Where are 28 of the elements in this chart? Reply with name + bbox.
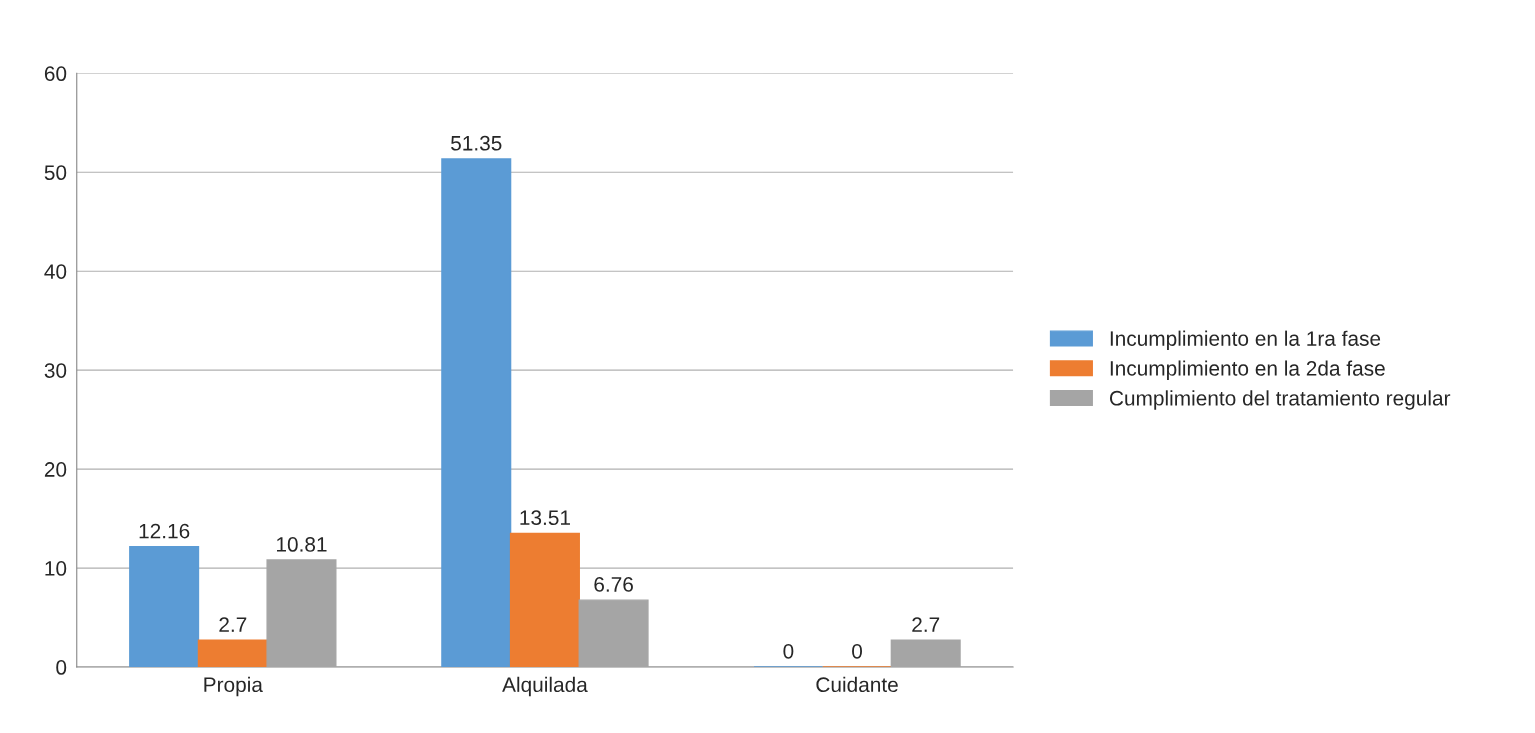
x-tick-label: Propia xyxy=(204,676,263,697)
data-label: 0 xyxy=(783,643,794,659)
x-tick-label: Alquilada xyxy=(502,676,588,697)
y-tick-label: 40 xyxy=(44,264,67,279)
bar xyxy=(578,599,649,668)
y-tick-label: 0 xyxy=(56,660,67,675)
legend-label: Incumplimiento en la 1ra fase xyxy=(1110,330,1381,351)
data-label: 12.16 xyxy=(139,523,190,539)
bar xyxy=(890,639,961,668)
x-tick-label: Cuidante xyxy=(816,676,898,693)
y-tick-label: 20 xyxy=(44,462,67,477)
legend-label: Cumplimiento del tratamiento regular xyxy=(1109,390,1451,410)
y-tick-label: 60 xyxy=(44,66,67,82)
legend-label: Incumplimiento en la 2da fase xyxy=(1110,360,1385,380)
data-label: 10.81 xyxy=(277,537,327,552)
y-tick-label: 10 xyxy=(45,561,67,576)
bar xyxy=(509,532,580,668)
bar xyxy=(129,546,200,668)
data-label: 2.7 xyxy=(912,617,940,632)
data-label: 51.35 xyxy=(451,135,502,151)
data-label: 6.76 xyxy=(594,577,633,592)
data-label: 2.7 xyxy=(219,617,247,632)
bar xyxy=(441,158,512,668)
y-tick-label: 30 xyxy=(44,363,67,378)
y-tick-label: 50 xyxy=(44,165,67,181)
data-label: 0 xyxy=(852,643,863,659)
bar xyxy=(197,639,268,668)
data-label: 13.51 xyxy=(520,510,570,526)
